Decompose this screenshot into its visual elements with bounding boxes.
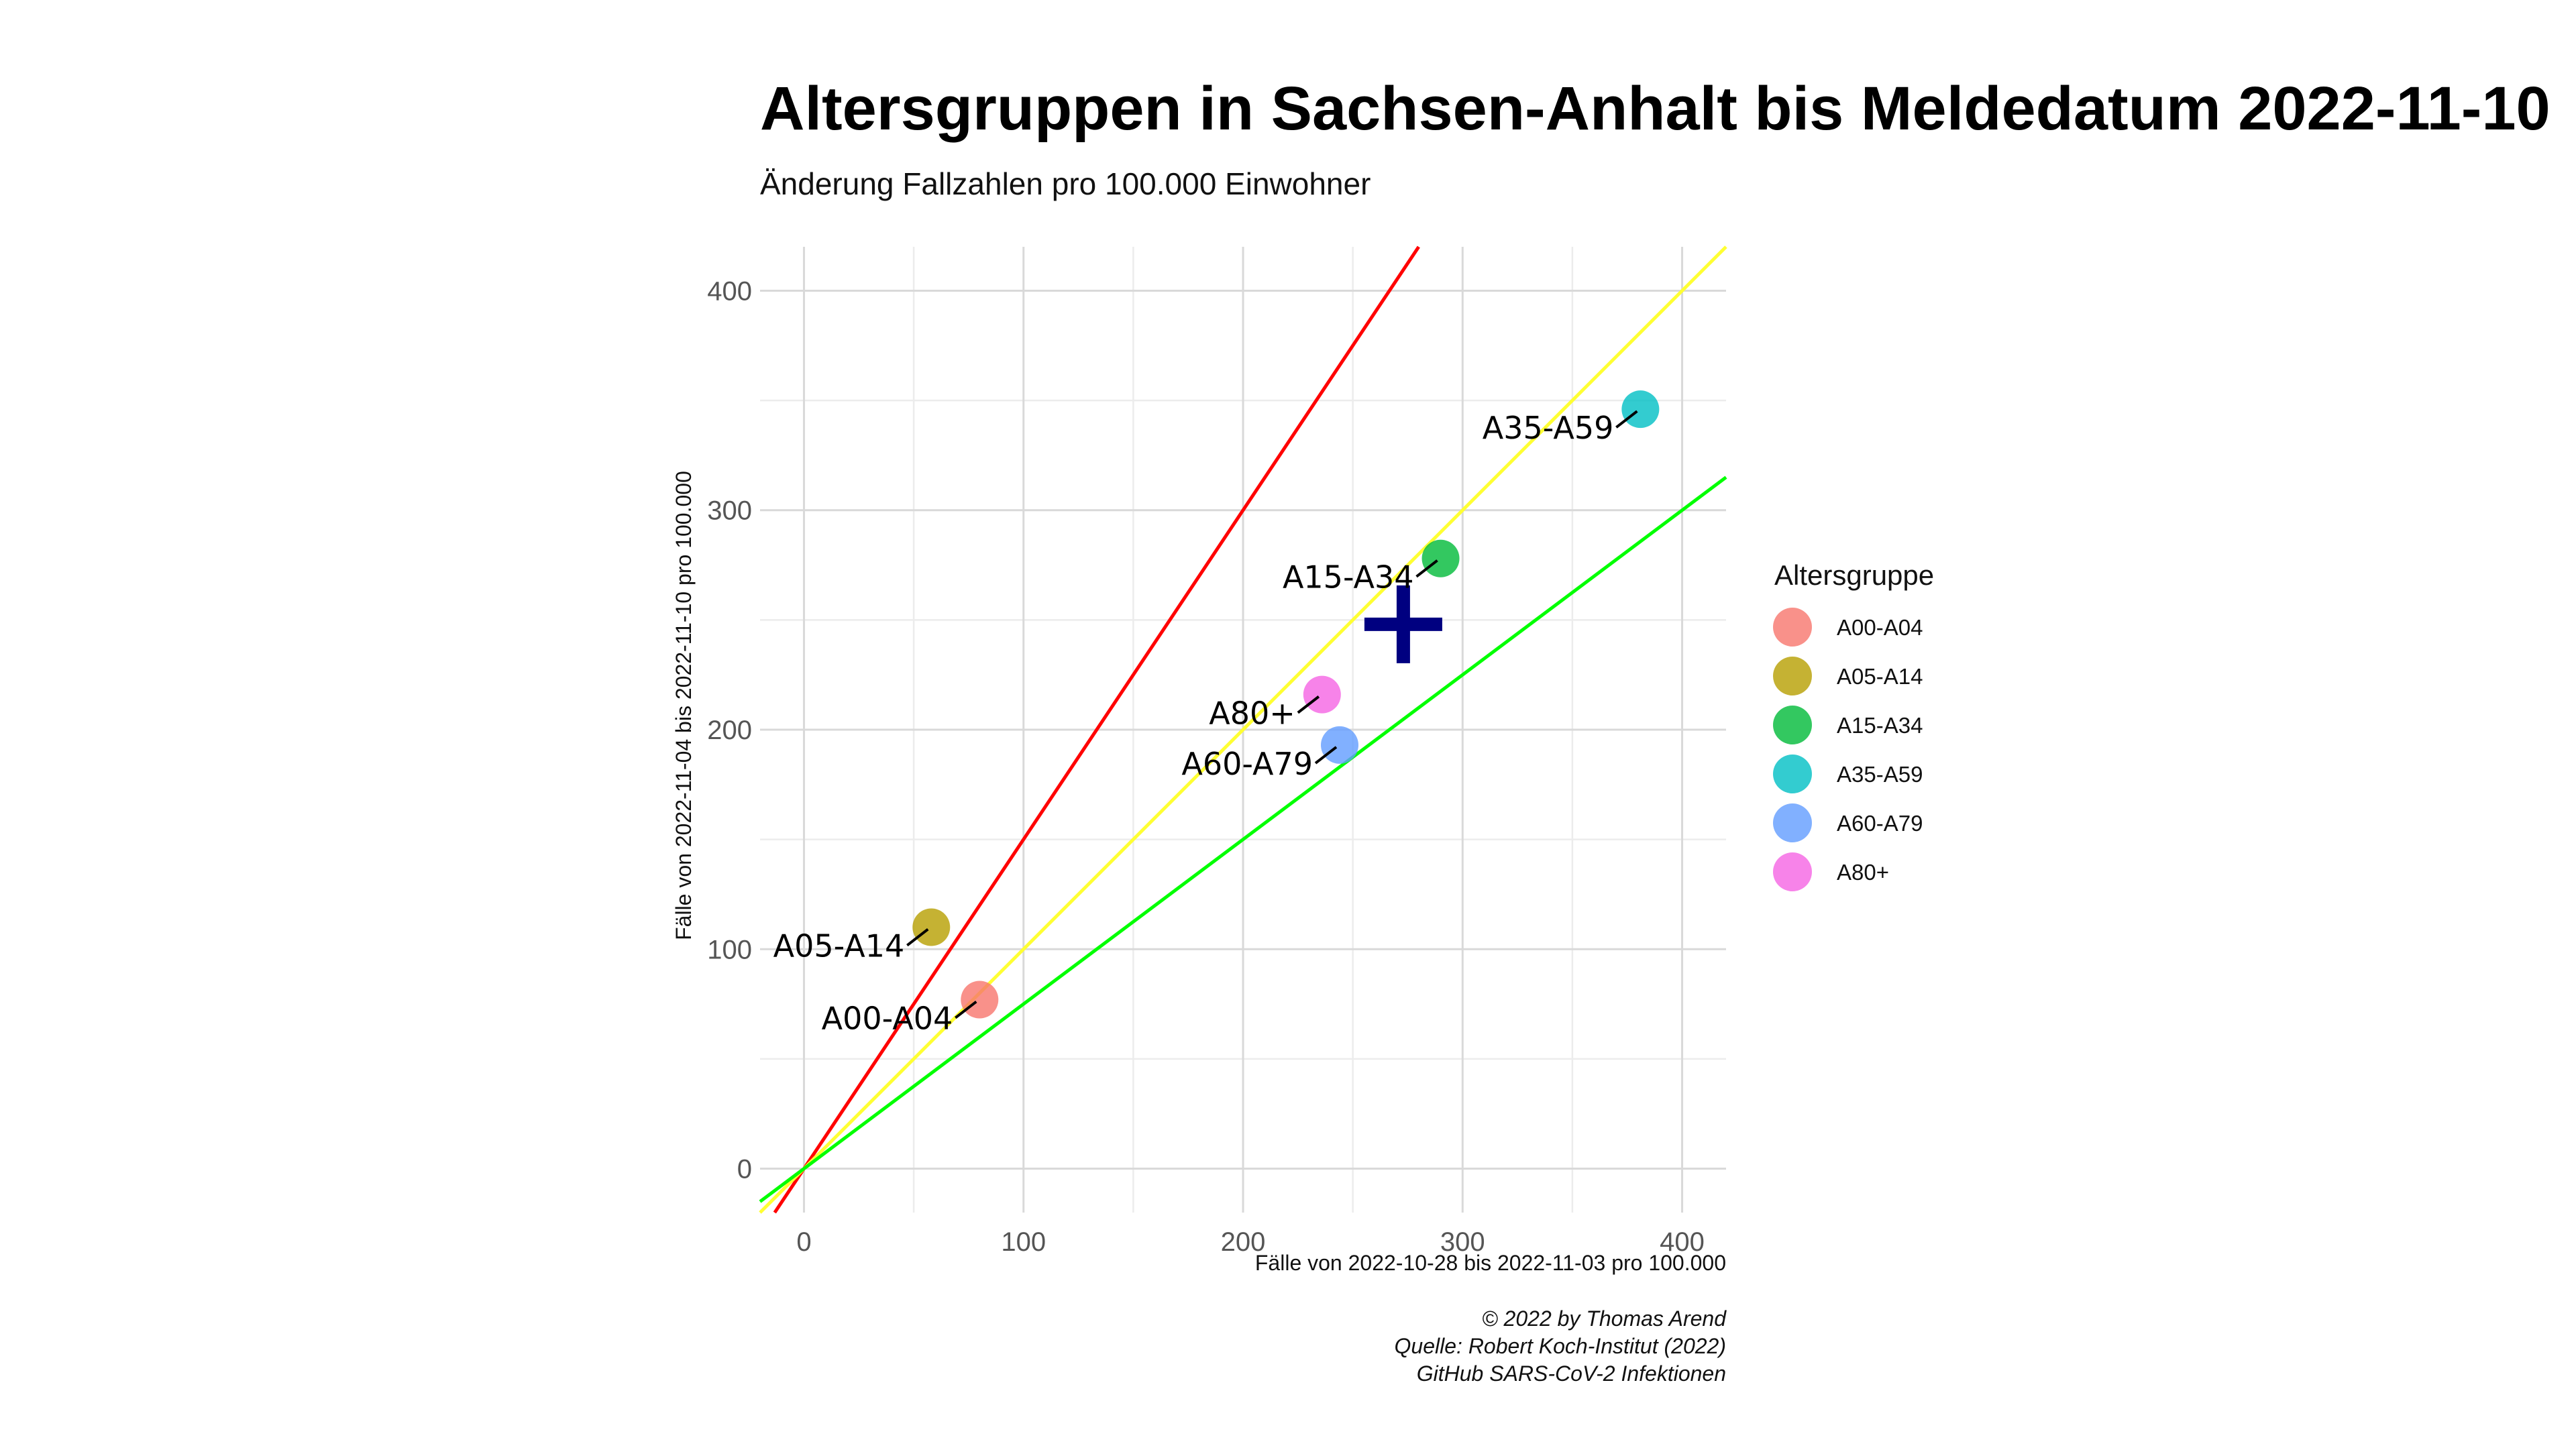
legend-label: A05-A14 xyxy=(1837,664,1923,689)
data-point xyxy=(1321,726,1358,764)
point-label: A60-A79 xyxy=(1181,746,1313,782)
legend-label: A80+ xyxy=(1837,860,1889,885)
caption: © 2022 by Thomas Arend Quelle: Robert Ko… xyxy=(1395,1306,1727,1386)
legend-label: A35-A59 xyxy=(1837,762,1923,787)
y-tick-label: 400 xyxy=(707,276,752,306)
legend-swatch xyxy=(1773,657,1812,695)
mean-marker xyxy=(1364,585,1442,663)
data-point xyxy=(1303,675,1341,714)
legend-swatch xyxy=(1773,608,1812,647)
legend-swatch xyxy=(1773,755,1812,793)
point-label: A80+ xyxy=(1209,695,1295,732)
caption-line-3: GitHub SARS-CoV-2 Infektionen xyxy=(1417,1361,1726,1386)
legend-swatch xyxy=(1773,706,1812,744)
point-labels: A00-A04 A05-A14 A15-A34 A35-A59 A60-A79 A80+ xyxy=(773,410,1638,1037)
y-tick-label: 0 xyxy=(737,1155,752,1184)
x-tick-label: 400 xyxy=(1660,1227,1705,1257)
legend-title: Altersgruppe xyxy=(1774,559,1934,591)
label-leader-line xyxy=(906,928,929,947)
legend-label: A15-A34 xyxy=(1837,713,1923,738)
label-leader-line xyxy=(1297,695,1320,714)
y-tick-label: 300 xyxy=(707,496,752,526)
point-label: A15-A34 xyxy=(1283,559,1414,596)
x-tick-label: 300 xyxy=(1440,1227,1485,1257)
x-tick-label: 0 xyxy=(796,1227,811,1257)
legend-label: A60-A79 xyxy=(1837,811,1923,836)
y-tick-label: 200 xyxy=(707,716,752,745)
legend-swatch xyxy=(1773,852,1812,891)
chart-title: Altersgruppen in Sachsen-Anhalt bis Meld… xyxy=(760,74,2551,143)
point-label: A05-A14 xyxy=(773,928,905,964)
label-leader-line xyxy=(1615,410,1638,429)
label-leader-line xyxy=(955,1000,977,1019)
caption-line-1: © 2022 by Thomas Arend xyxy=(1482,1306,1727,1331)
y-axis-label: Fälle von 2022-11-04 bis 2022-11-10 pro … xyxy=(672,471,696,940)
label-leader-line xyxy=(1314,746,1338,765)
x-axis-label: Fälle von 2022-10-28 bis 2022-11-03 pro … xyxy=(1255,1251,1726,1275)
chart-subtitle: Änderung Fallzahlen pro 100.000 Einwohne… xyxy=(760,166,1371,201)
data-point xyxy=(912,908,951,946)
data-point xyxy=(1421,539,1460,577)
reference-line xyxy=(759,245,1727,1214)
axis-ticks: 0 100 200 300 400 0 100 200 300 400 xyxy=(707,276,1705,1257)
x-tick-label: 200 xyxy=(1221,1227,1266,1257)
point-label: A00-A04 xyxy=(822,1001,953,1037)
y-tick-label: 100 xyxy=(707,935,752,964)
data-point xyxy=(1621,390,1660,429)
data-point xyxy=(961,981,999,1019)
reference-lines xyxy=(759,245,1727,1214)
label-leader-line xyxy=(1415,559,1438,578)
caption-line-2: Quelle: Robert Koch-Institut (2022) xyxy=(1395,1334,1726,1358)
data-points xyxy=(912,390,1660,1019)
legend-swatch xyxy=(1773,803,1812,842)
reference-line xyxy=(759,476,1727,1203)
x-tick-label: 100 xyxy=(1001,1227,1046,1257)
legend: Altersgruppe A00-A04 A05-A14 A15-A34 A35-A5… xyxy=(1773,559,1934,891)
reference-line xyxy=(773,245,1420,1214)
point-label: A35-A59 xyxy=(1483,410,1614,446)
legend-label: A00-A04 xyxy=(1837,615,1923,640)
